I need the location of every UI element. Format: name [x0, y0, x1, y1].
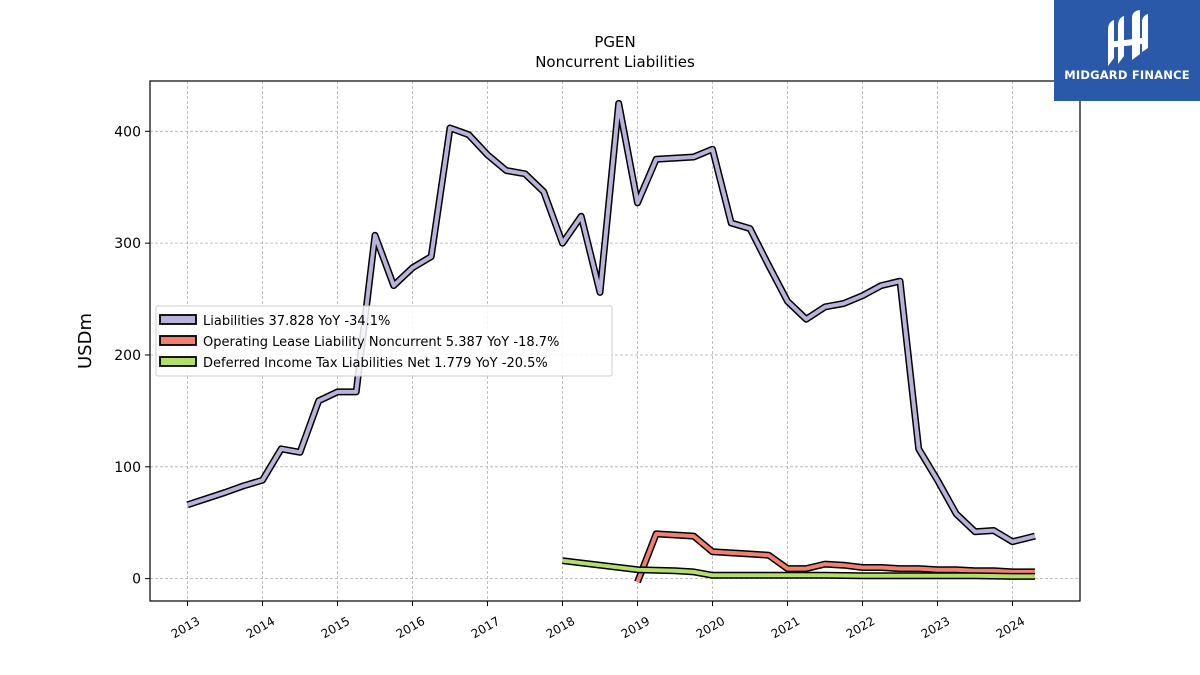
series-3 [562, 557, 1035, 580]
x-tick-label: 2013 [169, 614, 202, 641]
legend-entry: Liabilities 37.828 YoY -34.1% [203, 314, 390, 329]
x-tick-label: 2022 [844, 614, 877, 641]
y-tick-label: 0 [132, 572, 141, 588]
logo-text: MIDGARD FINANCE [1064, 68, 1190, 82]
x-tick-label: 2015 [319, 614, 352, 641]
x-tick-label: 2014 [244, 614, 277, 641]
chart-title: PGEN [594, 33, 635, 51]
legend-entry: Deferred Income Tax Liabilities Net 1.77… [203, 356, 548, 371]
series-line [562, 558, 1035, 579]
y-tick-label: 300 [114, 236, 141, 252]
y-axis-label: USDm [75, 313, 96, 369]
legend-box [155, 305, 613, 377]
legend-swatch [159, 356, 197, 367]
plot-frame [149, 80, 1081, 602]
series-2 [634, 530, 1035, 584]
x-tick-label: 2020 [694, 614, 727, 641]
x-tick-label: 2024 [994, 614, 1027, 641]
x-tick-label: 2017 [469, 614, 502, 641]
x-tick-label: 2019 [619, 614, 652, 641]
x-tick-label: 2016 [394, 614, 427, 641]
midgard-finance-logo: MIDGARD FINANCE [1054, 0, 1200, 101]
y-tick-label: 100 [114, 460, 141, 476]
series-line [635, 531, 1035, 583]
chart-subtitle: Noncurrent Liabilities [535, 53, 695, 71]
legend-swatch [159, 335, 197, 346]
midgard-logo-icon [1108, 10, 1148, 66]
series-lines [186, 99, 1036, 584]
y-tick-label: 400 [114, 124, 141, 140]
x-tick-label: 2018 [544, 614, 577, 641]
legend: Liabilities 37.828 YoY -34.1% Operating L… [155, 305, 613, 377]
x-tick-label: 2021 [769, 614, 802, 641]
series-1 [186, 99, 1036, 546]
legend-swatch [159, 314, 197, 325]
series-line [186, 101, 1036, 544]
legend-entry: Operating Lease Liability Noncurrent 5.3… [203, 335, 559, 350]
x-tick-label: 2023 [919, 614, 952, 641]
y-tick-label: 200 [114, 348, 141, 364]
